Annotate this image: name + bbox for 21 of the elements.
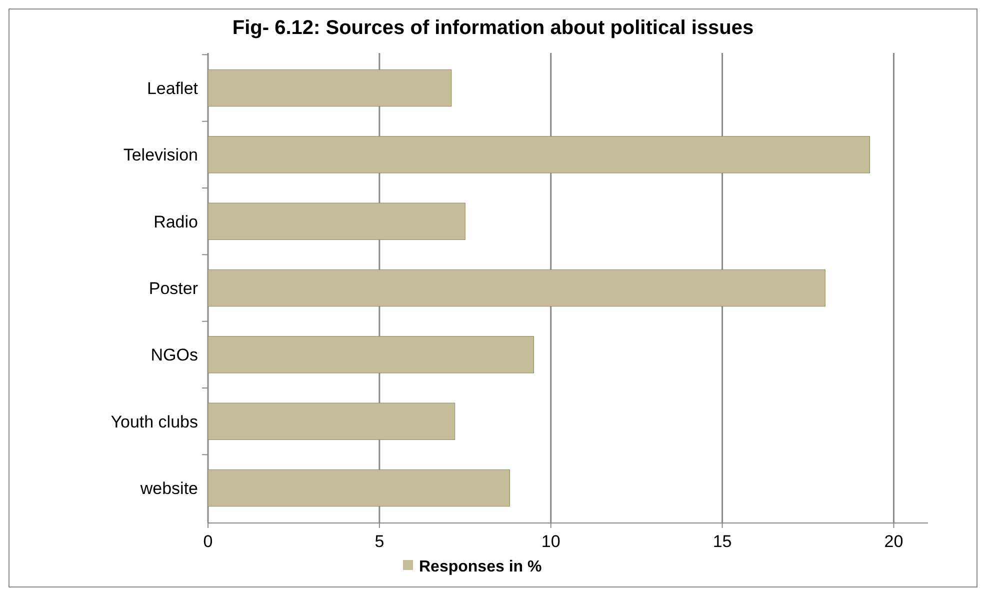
- x-tick-label: 0: [203, 532, 213, 551]
- bar: [208, 69, 452, 107]
- x-tick-label: 20: [884, 532, 904, 551]
- y-tick-label: Radio: [154, 212, 198, 232]
- bar: [208, 202, 466, 240]
- chart-title: Fig- 6.12: Sources of information about political issues: [232, 17, 754, 39]
- y-tick-label: Youth clubs: [110, 412, 198, 432]
- bar: [208, 336, 534, 374]
- y-tick-label: Poster: [148, 278, 198, 298]
- bar: [208, 469, 510, 507]
- x-tick-label: 5: [374, 532, 384, 551]
- y-tick-label: NGOs: [150, 346, 198, 365]
- bar: [208, 136, 870, 174]
- y-tick-label: website: [139, 478, 198, 498]
- y-tick-label: Television: [123, 146, 198, 165]
- bar: [208, 269, 826, 307]
- x-tick-label: 10: [541, 532, 560, 551]
- legend-label: Responses in %: [419, 558, 542, 576]
- x-tick-label: 15: [712, 532, 732, 551]
- y-tick-label: Leaflet: [146, 78, 198, 98]
- bar: [208, 402, 456, 440]
